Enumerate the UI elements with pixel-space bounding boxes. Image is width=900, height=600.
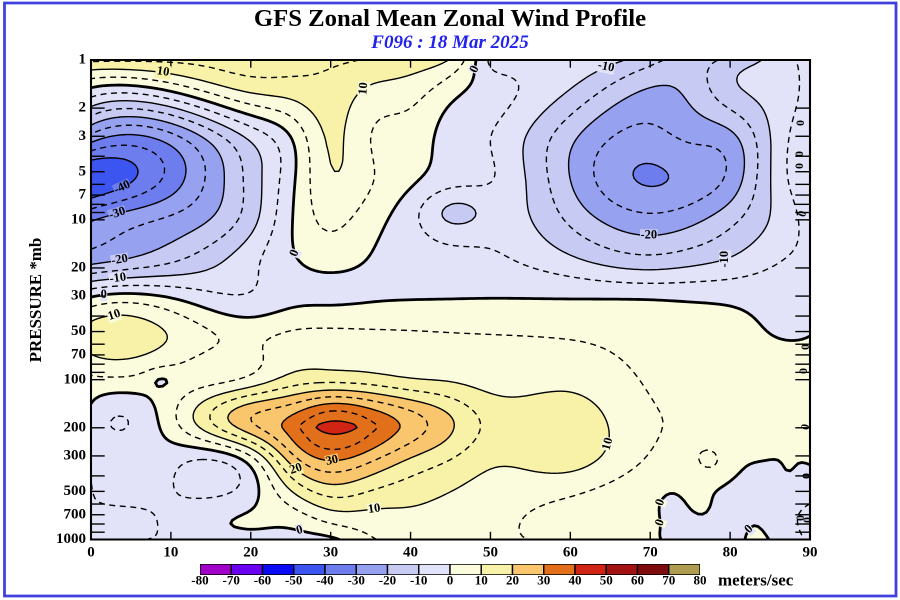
svg-text:0: 0 xyxy=(87,545,95,561)
svg-text:50: 50 xyxy=(600,573,614,588)
svg-text:80: 80 xyxy=(693,573,707,588)
svg-text:-20: -20 xyxy=(379,573,397,588)
svg-text:500: 500 xyxy=(63,483,86,499)
svg-text:0: 0 xyxy=(466,63,481,75)
svg-text:20: 20 xyxy=(288,460,304,477)
svg-text:80: 80 xyxy=(723,545,738,561)
svg-text:90: 90 xyxy=(803,545,818,561)
svg-text:-30: -30 xyxy=(107,203,127,221)
svg-text:-20: -20 xyxy=(110,251,129,268)
svg-text:-70: -70 xyxy=(223,573,241,588)
svg-text:PRESSURE *mb: PRESSURE *mb xyxy=(26,238,45,363)
svg-text:30: 30 xyxy=(323,545,338,561)
svg-text:-10: -10 xyxy=(717,251,731,268)
svg-text:-40: -40 xyxy=(111,177,132,197)
svg-text:0: 0 xyxy=(795,120,807,126)
svg-text:40: 40 xyxy=(568,573,582,588)
svg-text:-20: -20 xyxy=(641,227,658,241)
svg-text:50: 50 xyxy=(71,323,86,339)
svg-text:20: 20 xyxy=(243,545,258,561)
svg-text:10: 10 xyxy=(106,306,122,323)
svg-text:0: 0 xyxy=(794,151,806,157)
svg-text:0: 0 xyxy=(796,209,809,218)
svg-text:10: 10 xyxy=(355,82,370,96)
svg-text:30: 30 xyxy=(537,573,551,588)
svg-text:-10: -10 xyxy=(410,573,428,588)
svg-text:5: 5 xyxy=(78,163,86,179)
svg-text:10: 10 xyxy=(599,436,616,452)
svg-text:0: 0 xyxy=(798,368,810,374)
svg-text:meters/sec: meters/sec xyxy=(718,571,794,590)
svg-text:2: 2 xyxy=(78,100,86,116)
svg-text:F096 : 18 Mar 2025: F096 : 18 Mar 2025 xyxy=(370,32,529,53)
svg-text:200: 200 xyxy=(63,419,86,435)
svg-text:1: 1 xyxy=(78,52,86,68)
svg-text:-10: -10 xyxy=(109,269,127,285)
svg-text:1000: 1000 xyxy=(56,531,86,547)
svg-text:60: 60 xyxy=(631,573,645,588)
svg-text:60: 60 xyxy=(563,545,578,561)
svg-text:700: 700 xyxy=(63,506,86,522)
svg-text:40: 40 xyxy=(403,545,418,561)
svg-text:10: 10 xyxy=(156,63,170,79)
svg-text:20: 20 xyxy=(71,260,86,276)
svg-text:-40: -40 xyxy=(316,573,334,588)
svg-text:10: 10 xyxy=(475,573,489,588)
svg-text:0: 0 xyxy=(101,287,107,301)
svg-text:10: 10 xyxy=(367,500,381,516)
svg-text:3: 3 xyxy=(78,128,86,144)
svg-text:30: 30 xyxy=(71,288,86,304)
svg-text:70: 70 xyxy=(662,573,676,588)
svg-text:0: 0 xyxy=(295,522,305,537)
svg-text:-60: -60 xyxy=(254,573,272,588)
svg-text:70: 70 xyxy=(643,545,658,561)
svg-text:0: 0 xyxy=(794,163,806,169)
svg-text:300: 300 xyxy=(63,448,86,464)
svg-text:-80: -80 xyxy=(191,573,209,588)
svg-text:70: 70 xyxy=(71,347,86,363)
svg-text:0: 0 xyxy=(652,517,667,528)
svg-text:0: 0 xyxy=(652,497,667,508)
svg-text:-50: -50 xyxy=(285,573,303,588)
svg-text:-10: -10 xyxy=(597,57,616,74)
svg-text:0: 0 xyxy=(801,473,813,479)
svg-text:0: 0 xyxy=(802,517,814,523)
svg-text:10: 10 xyxy=(71,211,86,227)
svg-text:7: 7 xyxy=(78,187,86,203)
svg-text:GFS Zonal Mean Zonal Wind Prof: GFS Zonal Mean Zonal Wind Profile xyxy=(254,5,646,32)
svg-text:100: 100 xyxy=(63,371,86,387)
svg-text:0: 0 xyxy=(447,573,454,588)
svg-text:20: 20 xyxy=(506,573,520,588)
svg-text:0: 0 xyxy=(799,423,812,431)
svg-text:0: 0 xyxy=(800,344,812,350)
svg-text:-30: -30 xyxy=(348,573,366,588)
svg-text:10: 10 xyxy=(163,545,178,561)
svg-text:30: 30 xyxy=(324,452,339,468)
svg-text:0: 0 xyxy=(286,247,301,258)
svg-text:50: 50 xyxy=(483,545,498,561)
svg-text:0: 0 xyxy=(795,515,807,521)
